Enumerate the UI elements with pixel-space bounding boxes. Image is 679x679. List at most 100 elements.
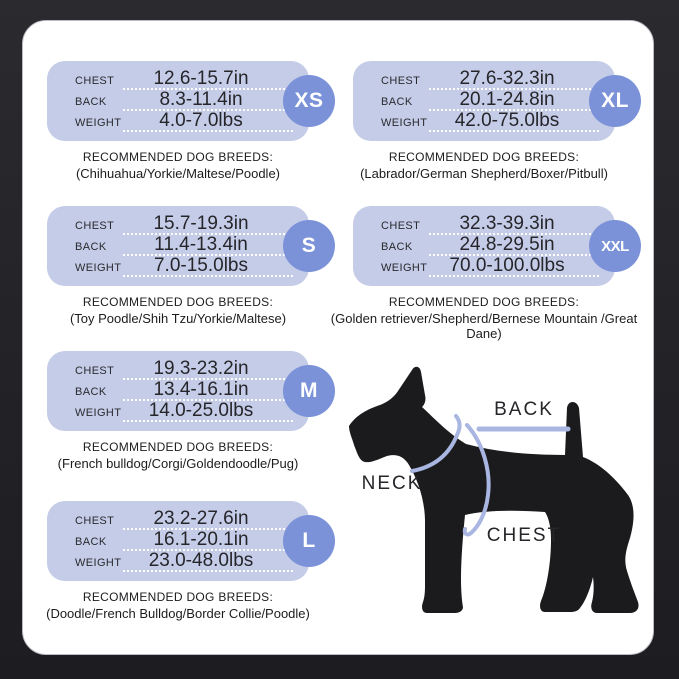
recommended-breeds-l: RECOMMENDED DOG BREEDS: (Doodle/French B… [23, 590, 333, 621]
size-badge-l: L [283, 515, 335, 567]
back-value: 20.1-24.8in [459, 89, 555, 110]
dog-diagram-svg [349, 366, 639, 613]
measure-row-back: BACK 20.1-24.8in [381, 89, 599, 111]
diagram-back-label: BACK [494, 399, 554, 420]
dotted-leader: 32.3-39.3in [429, 213, 599, 235]
back-value: 8.3-11.4in [159, 89, 243, 110]
diagram-chest-label: CHEST [486, 525, 562, 546]
chest-value: 23.2-27.6in [153, 508, 249, 529]
size-card-m: CHEST 19.3-23.2in BACK 13.4-16.1in WEIGH… [47, 351, 335, 431]
size-card-xl: CHEST 27.6-32.3in BACK 20.1-24.8in WEIGH… [353, 61, 641, 141]
size-card-xs: CHEST 12.6-15.7in BACK 8.3-11.4in WEIGHT… [47, 61, 335, 141]
weight-value: 70.0-100.0lbs [449, 255, 565, 276]
recommended-title: RECOMMENDED DOG BREEDS: [82, 150, 274, 164]
weight-label: WEIGHT [75, 407, 122, 419]
dotted-leader: 20.1-24.8in [429, 89, 599, 111]
chest-value: 32.3-39.3in [459, 213, 555, 234]
dotted-leader: 7.0-15.0lbs [123, 255, 293, 277]
weight-label: WEIGHT [75, 117, 122, 129]
dotted-leader: 24.8-29.5in [429, 234, 599, 256]
back-value: 16.1-20.1in [153, 529, 249, 550]
size-section-xs: CHEST 12.6-15.7in BACK 8.3-11.4in WEIGHT… [47, 61, 335, 181]
dotted-leader: 14.0-25.0lbs [123, 400, 293, 422]
size-badge-xs: XS [283, 75, 335, 127]
chest-label: CHEST [75, 515, 115, 527]
back-label: BACK [75, 386, 107, 398]
breeds-list: (Labrador/German Shepherd/Boxer/Pitbull) [360, 166, 608, 181]
measure-row-back: BACK 16.1-20.1in [75, 529, 293, 551]
weight-label: WEIGHT [75, 557, 122, 569]
chest-value: 19.3-23.2in [153, 358, 249, 379]
weight-value: 4.0-7.0lbs [159, 110, 243, 131]
measure-row-weight: WEIGHT 4.0-7.0lbs [75, 110, 293, 132]
size-section-xxl: CHEST 32.3-39.3in BACK 24.8-29.5in WEIGH… [331, 206, 641, 342]
chest-value: 12.6-15.7in [153, 68, 249, 89]
dotted-leader: 23.0-48.0lbs [123, 550, 293, 572]
recommended-breeds-xs: RECOMMENDED DOG BREEDS: (Chihuahua/Yorki… [23, 150, 333, 181]
breeds-list: (Toy Poodle/Shih Tzu/Yorkie/Maltese) [69, 311, 287, 326]
dotted-leader: 15.7-19.3in [123, 213, 293, 235]
measure-row-chest: CHEST 15.7-19.3in [75, 213, 293, 235]
size-section-l: CHEST 23.2-27.6in BACK 16.1-20.1in WEIGH… [46, 501, 335, 621]
recommended-breeds-m: RECOMMENDED DOG BREEDS: (French bulldog/… [23, 440, 333, 471]
back-label: BACK [75, 536, 107, 548]
size-section-xl: CHEST 27.6-32.3in BACK 20.1-24.8in WEIGH… [353, 61, 641, 181]
size-badge-label: XXL [601, 237, 629, 255]
size-badge-label: XL [601, 89, 629, 112]
back-label: BACK [381, 96, 413, 108]
recommended-title: RECOMMENDED DOG BREEDS: [388, 295, 580, 309]
size-badge-xxl: XXL [589, 220, 641, 272]
size-card-s: CHEST 15.7-19.3in BACK 11.4-13.4in WEIGH… [47, 206, 335, 286]
recommended-title: RECOMMENDED DOG BREEDS: [388, 150, 580, 164]
weight-value: 14.0-25.0lbs [148, 400, 254, 421]
dotted-leader: 16.1-20.1in [123, 529, 293, 551]
measure-row-back: BACK 8.3-11.4in [75, 89, 293, 111]
chest-value: 15.7-19.3in [153, 213, 249, 234]
recommended-breeds-xl: RECOMMENDED DOG BREEDS: (Labrador/German… [329, 150, 639, 181]
measure-row-back: BACK 24.8-29.5in [381, 234, 599, 256]
measure-row-back: BACK 11.4-13.4in [75, 234, 293, 256]
chest-label: CHEST [381, 220, 421, 232]
dotted-leader: 19.3-23.2in [123, 358, 293, 380]
dotted-leader: 13.4-16.1in [123, 379, 293, 401]
measure-row-chest: CHEST 12.6-15.7in [75, 68, 293, 90]
measure-row-weight: WEIGHT 7.0-15.0lbs [75, 255, 293, 277]
measure-row-weight: WEIGHT 23.0-48.0lbs [75, 550, 293, 572]
back-label: BACK [75, 96, 107, 108]
measure-row-chest: CHEST 23.2-27.6in [75, 508, 293, 530]
chest-value: 27.6-32.3in [459, 68, 555, 89]
recommended-title: RECOMMENDED DOG BREEDS: [82, 440, 274, 454]
size-badge-label: S [301, 234, 317, 257]
size-badge-label: L [302, 529, 316, 552]
chest-measure-arc [462, 423, 491, 537]
dotted-leader: 8.3-11.4in [123, 89, 293, 111]
back-label: BACK [381, 241, 413, 253]
size-section-s: CHEST 15.7-19.3in BACK 11.4-13.4in WEIGH… [47, 206, 335, 326]
recommended-breeds-s: RECOMMENDED DOG BREEDS: (Toy Poodle/Shih… [23, 295, 333, 326]
measure-row-weight: WEIGHT 14.0-25.0lbs [75, 400, 293, 422]
measure-row-back: BACK 13.4-16.1in [75, 379, 293, 401]
dotted-leader: 11.4-13.4in [123, 234, 293, 256]
measure-row-chest: CHEST 27.6-32.3in [381, 68, 599, 90]
size-card-l: CHEST 23.2-27.6in BACK 16.1-20.1in WEIGH… [47, 501, 335, 581]
measure-row-chest: CHEST 32.3-39.3in [381, 213, 599, 235]
weight-label: WEIGHT [381, 117, 428, 129]
size-badge-m: M [283, 365, 335, 417]
measurement-diagram: BACK NECK CHEST [344, 363, 674, 653]
size-badge-s: S [283, 220, 335, 272]
back-label: BACK [75, 241, 107, 253]
breeds-list: (French bulldog/Corgi/Goldendoodle/Pug) [57, 456, 299, 471]
size-card-xxl: CHEST 32.3-39.3in BACK 24.8-29.5in WEIGH… [353, 206, 641, 286]
dotted-leader: 42.0-75.0lbs [429, 110, 599, 132]
measure-row-chest: CHEST 19.3-23.2in [75, 358, 293, 380]
size-badge-label: M [300, 379, 318, 402]
weight-value: 7.0-15.0lbs [153, 255, 248, 276]
recommended-breeds-xxl: RECOMMENDED DOG BREEDS: (Golden retrieve… [329, 295, 639, 342]
breeds-list: (Chihuahua/Yorkie/Maltese/Poodle) [75, 166, 281, 181]
weight-label: WEIGHT [75, 262, 122, 274]
weight-value: 42.0-75.0lbs [454, 110, 560, 131]
size-badge-xl: XL [589, 75, 641, 127]
breeds-list: (Doodle/French Bulldog/Border Collie/Poo… [46, 606, 310, 621]
measure-row-weight: WEIGHT 42.0-75.0lbs [381, 110, 599, 132]
